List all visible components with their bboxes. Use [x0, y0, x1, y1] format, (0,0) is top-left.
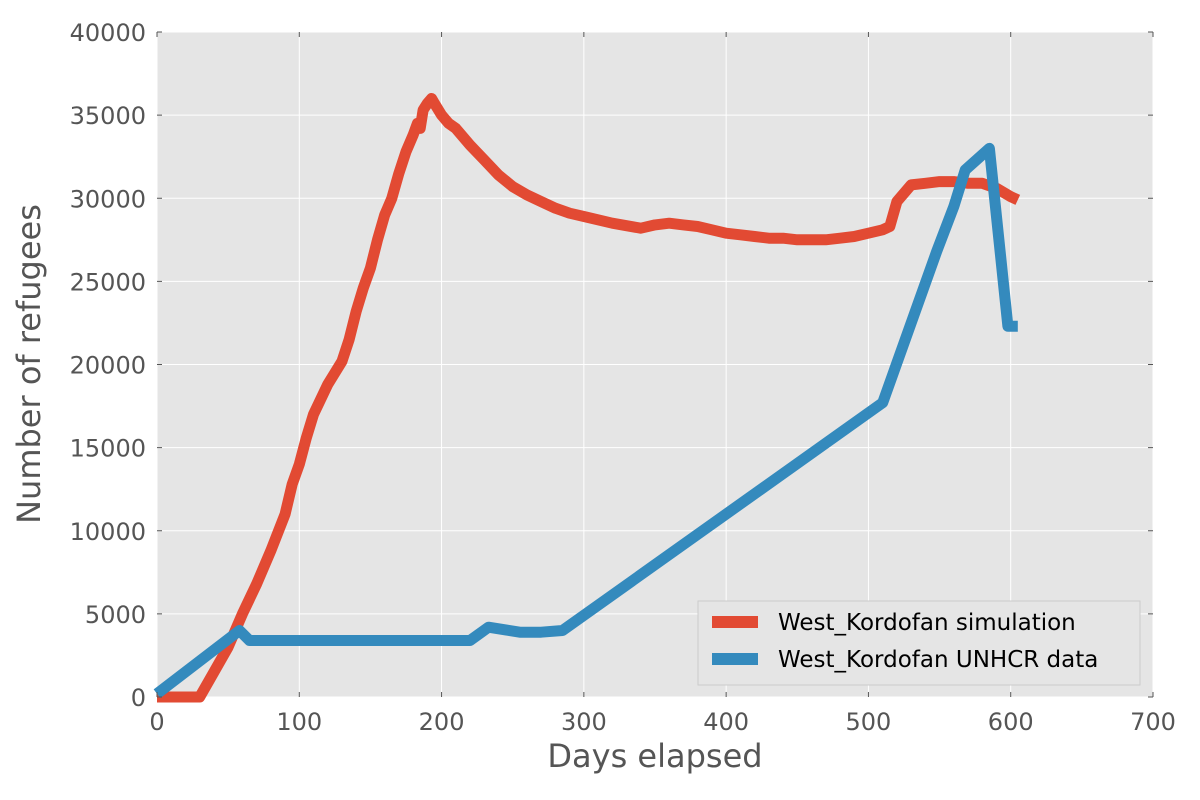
y-tick-label: 30000 — [70, 185, 146, 213]
legend-label-unhcr: West_Kordofan UNHCR data — [778, 647, 1098, 673]
y-tick-label: 5000 — [85, 601, 146, 629]
y-tick-label: 15000 — [70, 435, 146, 463]
series-line-1 — [153, 142, 1018, 699]
y-tick-label: 25000 — [70, 268, 146, 296]
y-tick-label: 40000 — [70, 19, 146, 47]
y-tick-label: 10000 — [70, 518, 146, 546]
y-tick-label: 20000 — [70, 352, 146, 380]
series-layer — [153, 93, 1021, 703]
y-axis-label: Number of refugees — [10, 204, 48, 524]
tick-layer: 0 100 200 300 400 500 600 700 0 5000 10000 15000 200… — [70, 19, 1176, 736]
x-tick-label: 600 — [988, 708, 1034, 736]
legend: West_Kordofan simulation West_Kordofan U… — [697, 600, 1141, 686]
x-tick-label: 500 — [846, 708, 892, 736]
series-line-0 — [157, 93, 1021, 703]
x-axis-label: Days elapsed — [547, 737, 762, 775]
x-tick-label: 700 — [1130, 708, 1176, 736]
x-tick-label: 300 — [561, 708, 607, 736]
legend-box — [697, 600, 1141, 686]
y-tick-label: 0 — [131, 684, 146, 712]
x-tick-label: 100 — [276, 708, 322, 736]
y-tick-label: 35000 — [70, 102, 146, 130]
x-tick-label: 0 — [149, 708, 164, 736]
x-tick-label: 400 — [703, 708, 749, 736]
legend-label-simulation: West_Kordofan simulation — [778, 610, 1076, 636]
x-tick-label: 200 — [419, 708, 465, 736]
